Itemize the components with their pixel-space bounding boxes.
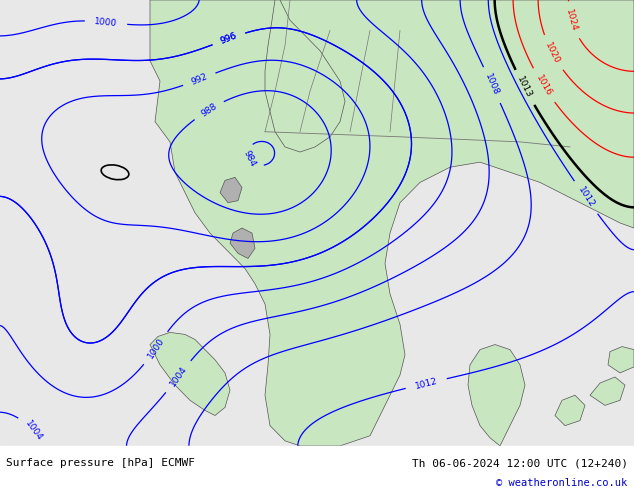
Polygon shape xyxy=(265,0,345,152)
Text: 988: 988 xyxy=(199,101,218,119)
Text: 1012: 1012 xyxy=(414,376,438,391)
Text: 1024: 1024 xyxy=(564,8,579,32)
Text: Th 06-06-2024 12:00 UTC (12+240): Th 06-06-2024 12:00 UTC (12+240) xyxy=(411,458,628,468)
Polygon shape xyxy=(608,346,634,373)
Text: 1020: 1020 xyxy=(543,41,562,65)
Text: 984: 984 xyxy=(241,149,257,169)
Text: 1013: 1013 xyxy=(515,75,534,100)
Text: 1012: 1012 xyxy=(576,185,596,210)
Text: 1008: 1008 xyxy=(483,73,501,98)
Text: 1000: 1000 xyxy=(94,17,118,28)
Polygon shape xyxy=(555,395,585,426)
Polygon shape xyxy=(220,177,242,203)
Text: 1016: 1016 xyxy=(534,74,553,98)
Text: Surface pressure [hPa] ECMWF: Surface pressure [hPa] ECMWF xyxy=(6,458,195,468)
Text: 1004: 1004 xyxy=(23,419,44,443)
Polygon shape xyxy=(230,228,255,258)
Polygon shape xyxy=(150,332,230,416)
Text: 1000: 1000 xyxy=(146,336,166,360)
Text: 996: 996 xyxy=(219,31,238,46)
Polygon shape xyxy=(468,344,525,446)
Polygon shape xyxy=(150,0,634,446)
Bar xyxy=(0,446,634,487)
Text: 992: 992 xyxy=(190,72,209,87)
Text: 996: 996 xyxy=(219,31,238,46)
Polygon shape xyxy=(590,377,625,405)
Text: 1004: 1004 xyxy=(168,365,189,389)
Text: © weatheronline.co.uk: © weatheronline.co.uk xyxy=(496,478,628,488)
